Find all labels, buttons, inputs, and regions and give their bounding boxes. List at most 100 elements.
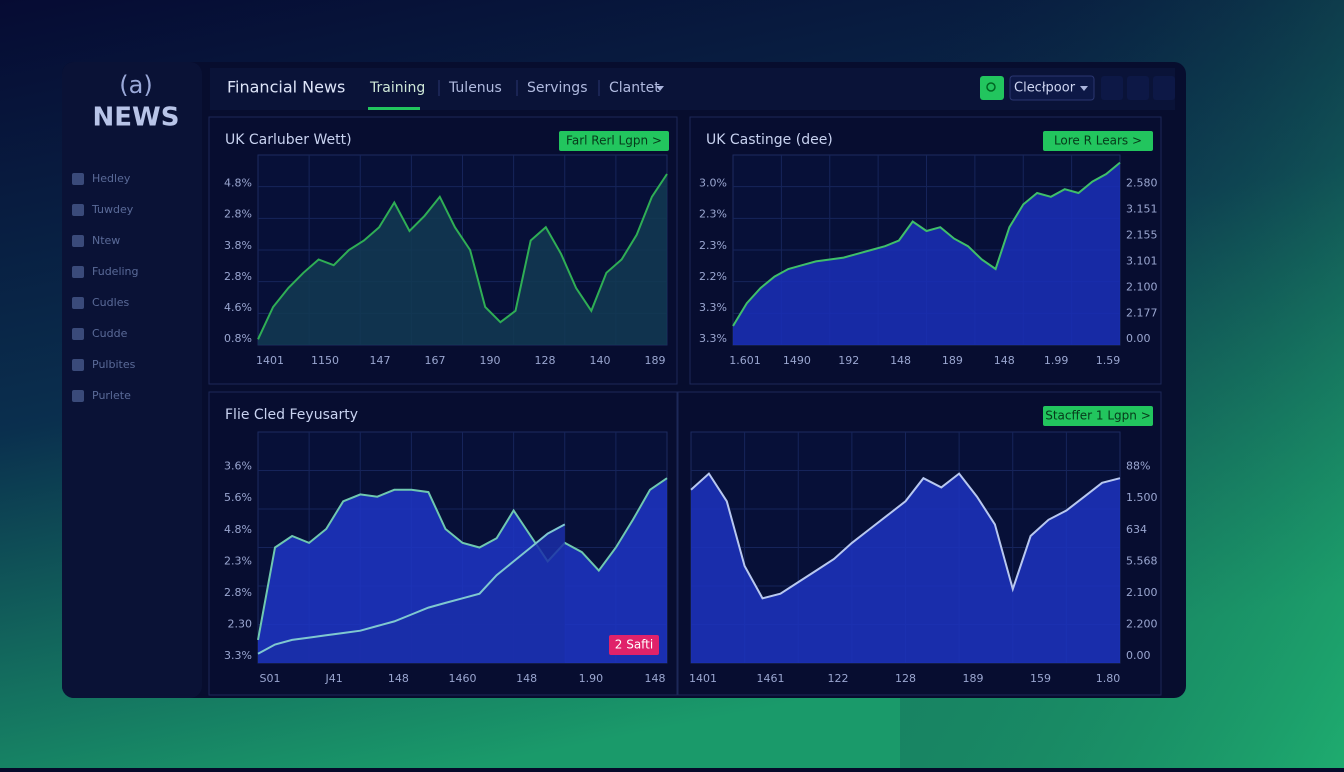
logo-icon: (a) — [119, 71, 152, 99]
y-tick-label: 3.3% — [699, 301, 727, 314]
area — [691, 473, 1120, 663]
y-tick-label: 634 — [1126, 523, 1147, 536]
x-tick-label: 189 — [942, 354, 963, 367]
user-button[interactable] — [1101, 76, 1123, 100]
y-tick-label: 0.8% — [224, 332, 252, 345]
menu-icon — [72, 266, 84, 278]
chart-button[interactable] — [559, 131, 669, 151]
x-tick-label: 1150 — [311, 354, 339, 367]
sidebar-menu: Hedley Tuwdey Ntew Fudeling Cudles Cudde Pulbi… — [72, 172, 139, 402]
x-tick-label: 1460 — [449, 672, 477, 685]
x-tick-label: 1461 — [757, 672, 785, 685]
y-tick-label: 4.8% — [224, 523, 252, 536]
y-tick-label: 2.8% — [224, 270, 252, 283]
x-tick-label: 159 — [1030, 672, 1051, 685]
x-tick-label: 189 — [645, 354, 666, 367]
chart-button-label: Stacffer 1 Lgpn > — [1045, 409, 1151, 423]
chart-button-label: Lore R Lears > — [1054, 134, 1142, 148]
x-tick-label: 128 — [895, 672, 916, 685]
chart-title: Flie Cled Feyusarty — [225, 407, 358, 423]
y-tick-label: 3.3% — [699, 332, 727, 345]
y-tick-label: 4.8% — [224, 177, 252, 190]
x-tick-label: 1.90 — [579, 672, 604, 685]
y-tick-label: 2.2% — [699, 270, 727, 283]
line — [257, 523, 566, 655]
y-tick-label: 2.8% — [224, 208, 252, 221]
dropdown-label: Clecłpoor — [1014, 81, 1076, 96]
menu-item[interactable]: Tuwdey — [91, 203, 134, 216]
nav-title: Financial News — [227, 78, 345, 97]
x-tick-label: 1.99 — [1044, 354, 1069, 367]
chart-button[interactable] — [1043, 406, 1153, 426]
active-tab-underline — [368, 107, 420, 110]
badge-label: 2 Safti — [615, 638, 653, 652]
x-tick-label: 140 — [590, 354, 611, 367]
x-tick-label: 148 — [388, 672, 409, 685]
x-tick-label: 1490 — [783, 354, 811, 367]
y-tick-label: 3.151 — [1126, 202, 1158, 215]
x-tick-label: 167 — [425, 354, 446, 367]
menu-item[interactable]: Cudles — [92, 296, 129, 309]
area — [258, 524, 565, 663]
chart-button-label: Farl Rerl Lgpn > — [566, 134, 662, 148]
menu-icon — [72, 390, 84, 402]
y-tick-label: 4.6% — [224, 301, 252, 314]
y-tick-label: 3.0% — [699, 177, 727, 190]
menu-item[interactable]: Ntew — [92, 234, 120, 247]
y-tick-label: 3.3% — [224, 649, 252, 662]
x-tick-label: 148 — [516, 672, 537, 685]
menu-icon — [72, 359, 84, 371]
y-tick-label: 1.500 — [1126, 491, 1158, 504]
search-icon — [986, 82, 996, 92]
menu-icon — [72, 297, 84, 309]
chart-button[interactable] — [1043, 131, 1153, 151]
x-tick-label: 1.80 — [1096, 672, 1121, 685]
area — [733, 162, 1120, 345]
y-tick-label: 2.100 — [1126, 280, 1158, 293]
x-tick-label: 1.601 — [729, 354, 761, 367]
menu-item[interactable]: Cudde — [92, 327, 128, 340]
menu-item[interactable]: Purlete — [92, 389, 131, 402]
y-tick-label: 2.155 — [1126, 228, 1158, 241]
y-tick-label: 2.3% — [699, 208, 727, 221]
dropdown[interactable] — [1009, 75, 1095, 101]
x-tick-label: 148 — [645, 672, 666, 685]
line — [732, 161, 1121, 327]
x-tick-label: 1.59 — [1096, 354, 1121, 367]
search-button[interactable] — [980, 76, 1004, 100]
nav-tab[interactable]: Training — [369, 80, 425, 96]
y-tick-label: 2.580 — [1126, 177, 1158, 190]
nav-tab[interactable]: Clantet — [609, 80, 660, 96]
x-tick-label: 1401 — [689, 672, 717, 685]
menu-item[interactable]: Pulbites — [92, 358, 136, 371]
chart-title: UK Castinge (dee) — [706, 132, 833, 148]
badge — [609, 635, 659, 655]
x-tick-label: 128 — [535, 354, 556, 367]
menu-icon — [72, 235, 84, 247]
y-tick-label: 2.200 — [1126, 618, 1158, 631]
y-tick-label: 0.00 — [1126, 332, 1151, 345]
caret — [1080, 86, 1088, 91]
y-tick-label: 3.6% — [224, 460, 252, 473]
menu-item[interactable]: Fudeling — [92, 265, 139, 278]
logo: NEWS — [93, 103, 180, 133]
y-tick-label: 3.8% — [224, 239, 252, 252]
line — [257, 173, 668, 340]
grid-button[interactable] — [1153, 76, 1175, 100]
menu-icon — [72, 173, 84, 185]
menu-item[interactable]: Hedley — [92, 172, 131, 185]
nav-tab[interactable]: Servings — [527, 80, 587, 96]
y-tick-label: 2.177 — [1126, 306, 1158, 319]
y-tick-label: 2.3% — [699, 239, 727, 252]
line — [690, 472, 1121, 600]
x-tick-label: 1401 — [256, 354, 284, 367]
line — [257, 477, 668, 641]
y-tick-label: 2.8% — [224, 586, 252, 599]
chart-title: UK Carluber Wett) — [225, 132, 352, 148]
caret — [656, 86, 664, 91]
nav-tab[interactable]: Tulenus — [448, 80, 502, 96]
menu-icon — [72, 204, 84, 216]
edit-button[interactable] — [1127, 76, 1149, 100]
